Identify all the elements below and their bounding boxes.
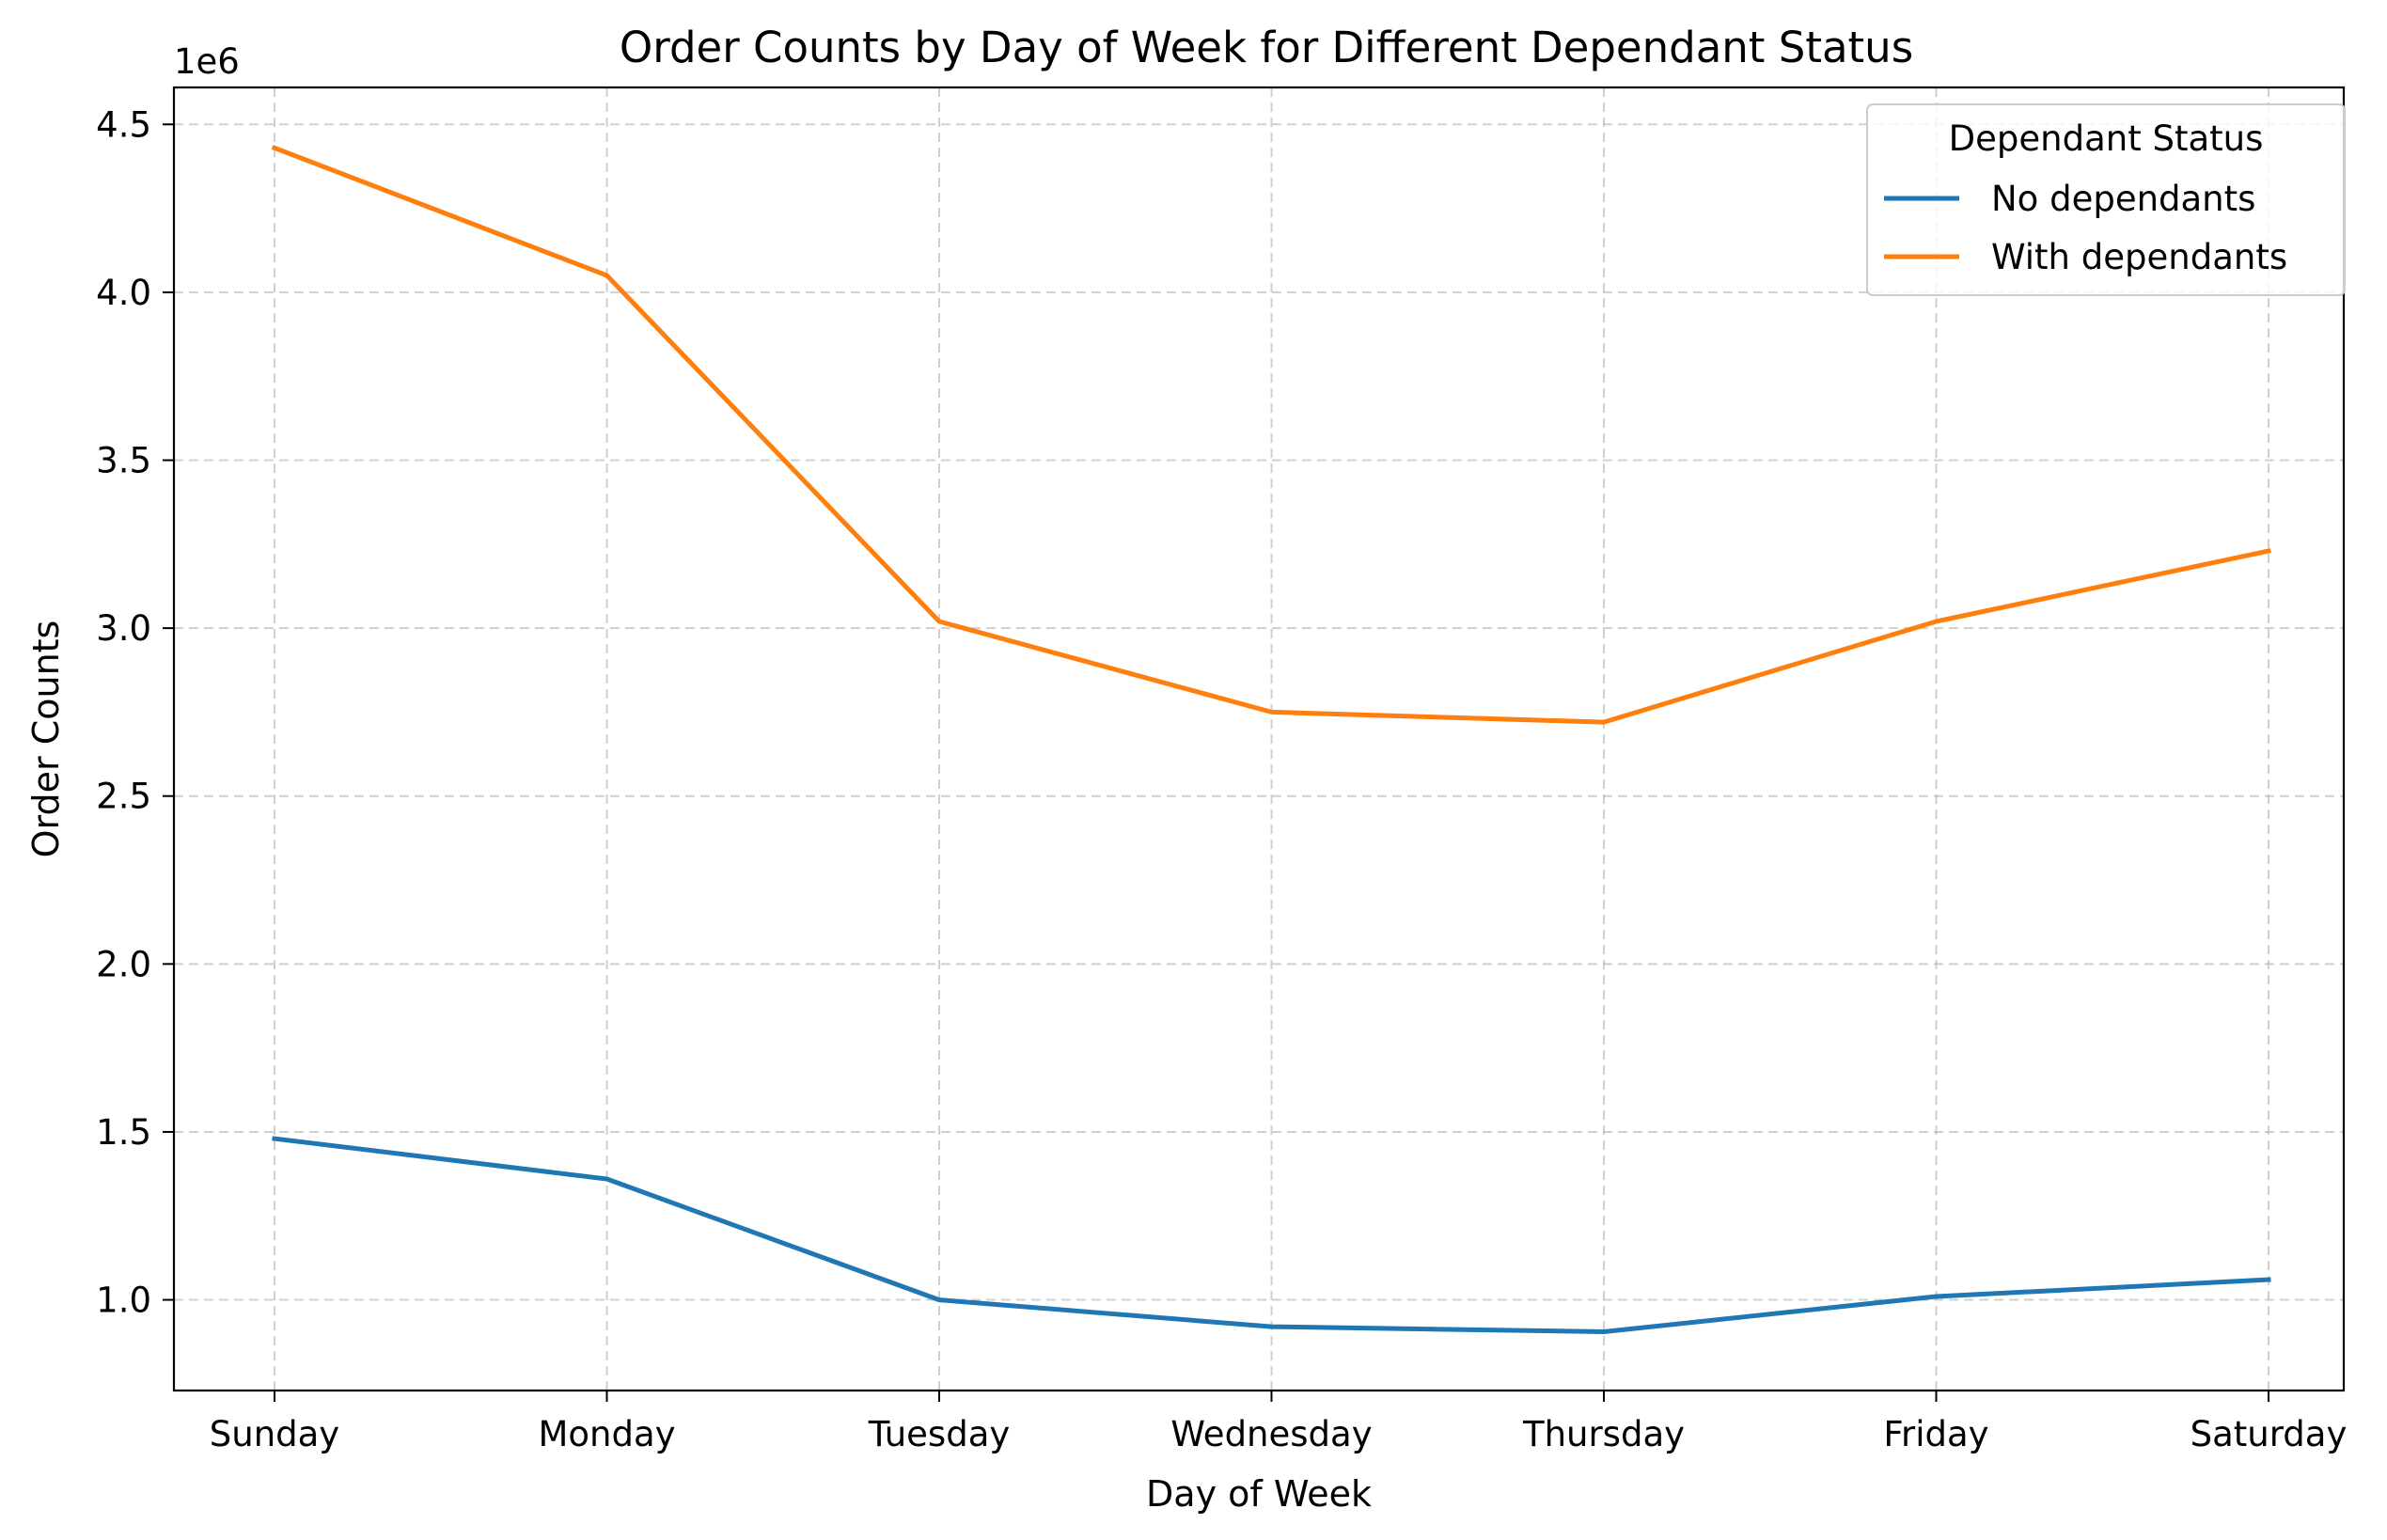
series-line-no-dependants	[272, 1136, 2271, 1334]
x-tick-label: Monday	[538, 1414, 675, 1454]
y-tick-label: 3.0	[96, 608, 151, 649]
legend-title: Dependant Status	[1949, 118, 2264, 159]
legend-box	[1866, 103, 2346, 296]
y-tick-label: 3.5	[96, 441, 151, 481]
y-offset-label: 1e6	[174, 41, 240, 82]
y-axis-label: Order Counts	[25, 621, 67, 858]
y-tick-label: 1.0	[96, 1281, 151, 1321]
x-tick-label: Saturday	[2191, 1414, 2348, 1454]
chart-title: Order Counts by Day of Week for Differen…	[620, 23, 1913, 72]
series-line-with-dependants	[271, 145, 2271, 725]
plot-frame	[172, 86, 2346, 1392]
series-lines	[271, 145, 2271, 1334]
x-tick-label: Wednesday	[1170, 1414, 1372, 1454]
x-tick-label: Friday	[1883, 1414, 1988, 1454]
x-tick-label: Sunday	[210, 1414, 339, 1454]
y-tick-label: 2.0	[96, 944, 151, 984]
x-axis: Sunday Monday Tuesday Wednesday Thursday Frid…	[210, 1391, 2348, 1454]
y-axis: 1.0 1.5 2.0 2.5 3.0 3.5 4.0 4.5	[96, 104, 174, 1321]
y-tick-label: 2.5	[96, 777, 151, 817]
legend-label-no-dependants: No dependants	[1991, 179, 2255, 219]
grid	[174, 87, 2344, 1391]
y-tick-label: 4.0	[96, 273, 151, 313]
legend-label-with-dependants: With dependants	[1991, 237, 2287, 277]
x-tick-label: Tuesday	[868, 1414, 1011, 1454]
x-axis-label: Day of Week	[1146, 1473, 1372, 1515]
x-tick-label: Thursday	[1522, 1414, 1685, 1454]
y-tick-label: 4.5	[96, 104, 151, 145]
y-tick-label: 1.5	[96, 1112, 151, 1153]
legend: Dependant Status No dependants With depe…	[1866, 103, 2346, 296]
